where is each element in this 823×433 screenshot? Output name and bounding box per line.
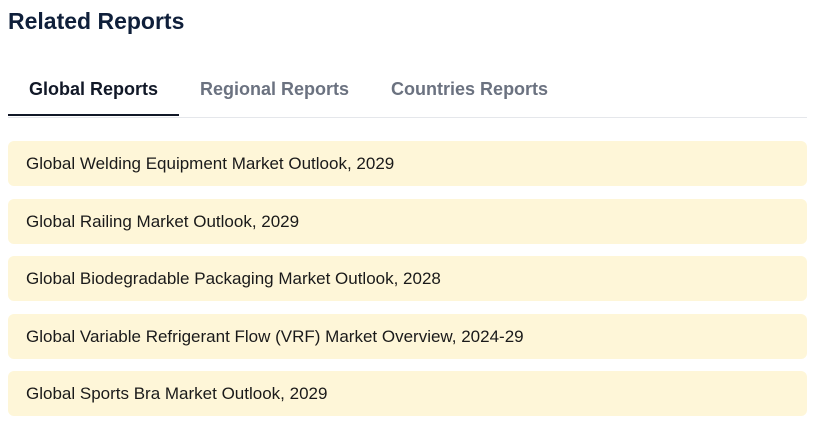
report-list: Global Welding Equipment Market Outlook,… <box>8 141 807 429</box>
report-link[interactable]: Global Biodegradable Packaging Market Ou… <box>8 256 807 301</box>
section-title: Related Reports <box>8 8 185 34</box>
report-link[interactable]: Global Sports Bra Market Outlook, 2029 <box>8 371 807 416</box>
report-link[interactable]: Global Welding Equipment Market Outlook,… <box>8 141 807 186</box>
tab-regional-reports[interactable]: Regional Reports <box>200 79 350 99</box>
report-tabs: Global Reports Regional Reports Countrie… <box>8 62 807 118</box>
tab-global-reports[interactable]: Global Reports <box>8 62 180 116</box>
report-link[interactable]: Global Variable Refrigerant Flow (VRF) M… <box>8 313 807 359</box>
report-link[interactable]: Global Railing Market Outlook, 2029 <box>8 198 807 244</box>
tab-countries-reports[interactable]: Countries Reports <box>391 79 549 99</box>
